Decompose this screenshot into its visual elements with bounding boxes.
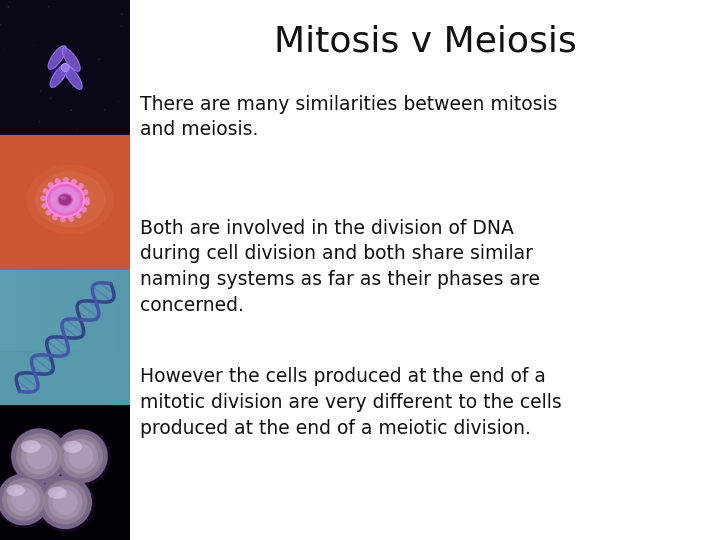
Text: However the cells produced at the end of a
mitotic division are very different t: However the cells produced at the end of…	[140, 367, 562, 438]
Ellipse shape	[85, 197, 90, 202]
Ellipse shape	[50, 187, 80, 213]
Ellipse shape	[76, 213, 81, 218]
Ellipse shape	[0, 472, 53, 529]
Ellipse shape	[53, 215, 58, 220]
Bar	[0, 405, 130, 540]
Text: Both are involved in the division of DNA
during cell division and both share sim: Both are involved in the division of DNA…	[140, 219, 541, 315]
Ellipse shape	[122, 14, 123, 15]
Ellipse shape	[58, 434, 103, 478]
Bar	[49, 270, 65, 351]
Ellipse shape	[48, 183, 53, 187]
Bar	[0, 0, 130, 135]
Ellipse shape	[63, 439, 98, 474]
Bar	[130, 0, 720, 540]
Ellipse shape	[50, 98, 52, 99]
Ellipse shape	[120, 25, 122, 26]
Ellipse shape	[68, 217, 73, 221]
Ellipse shape	[6, 484, 24, 496]
Ellipse shape	[48, 485, 82, 519]
Ellipse shape	[71, 179, 76, 184]
Ellipse shape	[108, 106, 109, 107]
Ellipse shape	[2, 478, 45, 521]
Bar	[0, 135, 130, 270]
Ellipse shape	[112, 50, 113, 51]
Ellipse shape	[81, 207, 86, 212]
Ellipse shape	[6, 483, 40, 516]
Ellipse shape	[48, 487, 66, 499]
Ellipse shape	[46, 183, 84, 217]
Bar	[0, 270, 130, 405]
Ellipse shape	[37, 474, 95, 532]
Ellipse shape	[60, 217, 66, 222]
Ellipse shape	[68, 444, 93, 469]
Ellipse shape	[60, 196, 66, 200]
Ellipse shape	[83, 190, 88, 195]
Ellipse shape	[50, 64, 80, 79]
Ellipse shape	[35, 172, 105, 227]
Ellipse shape	[104, 109, 106, 111]
Bar	[114, 270, 130, 351]
Ellipse shape	[53, 490, 78, 515]
Ellipse shape	[79, 116, 80, 117]
Ellipse shape	[33, 45, 35, 46]
Ellipse shape	[21, 440, 40, 453]
Ellipse shape	[41, 196, 45, 201]
Ellipse shape	[78, 184, 84, 188]
Ellipse shape	[62, 48, 80, 71]
Ellipse shape	[43, 480, 87, 524]
Bar	[0, 270, 17, 351]
Ellipse shape	[76, 128, 78, 130]
Ellipse shape	[117, 101, 119, 102]
Ellipse shape	[11, 428, 67, 484]
Ellipse shape	[0, 24, 1, 26]
Ellipse shape	[40, 90, 41, 92]
Ellipse shape	[54, 429, 108, 483]
Ellipse shape	[64, 66, 82, 89]
Ellipse shape	[61, 64, 69, 71]
Ellipse shape	[48, 46, 66, 69]
Ellipse shape	[38, 475, 92, 529]
Ellipse shape	[43, 188, 48, 193]
Bar	[17, 270, 32, 351]
Ellipse shape	[12, 488, 35, 511]
Bar	[98, 270, 114, 351]
Ellipse shape	[53, 428, 111, 487]
Text: There are many similarities between mitosis
and meiosis.: There are many similarities between mito…	[140, 94, 558, 139]
Ellipse shape	[42, 204, 47, 208]
Ellipse shape	[55, 179, 60, 184]
Ellipse shape	[48, 6, 50, 8]
Ellipse shape	[26, 443, 52, 469]
Ellipse shape	[58, 194, 72, 206]
Ellipse shape	[63, 441, 82, 453]
Ellipse shape	[71, 109, 72, 111]
Ellipse shape	[84, 200, 89, 205]
Ellipse shape	[7, 6, 9, 8]
Ellipse shape	[50, 64, 68, 87]
Ellipse shape	[21, 438, 57, 474]
Ellipse shape	[27, 165, 114, 234]
Bar	[32, 270, 49, 351]
Ellipse shape	[10, 427, 70, 487]
Ellipse shape	[39, 121, 40, 123]
Ellipse shape	[99, 58, 100, 60]
Ellipse shape	[46, 210, 51, 215]
Ellipse shape	[9, 1, 11, 3]
Bar	[81, 270, 98, 351]
Bar	[65, 270, 81, 351]
Ellipse shape	[39, 64, 40, 65]
Ellipse shape	[0, 474, 50, 525]
Ellipse shape	[16, 433, 62, 480]
Text: Mitosis v Meiosis: Mitosis v Meiosis	[274, 24, 577, 58]
Ellipse shape	[63, 177, 68, 183]
